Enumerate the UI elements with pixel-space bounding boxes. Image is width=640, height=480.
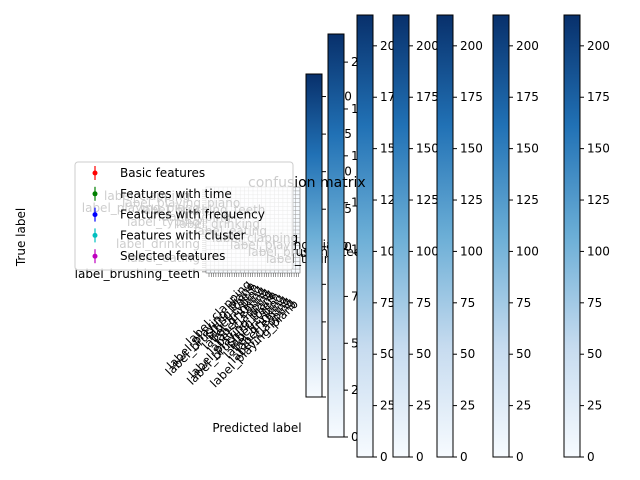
- colorbar-tick-label: 175: [587, 90, 610, 104]
- colorbar-fill: [305, 73, 323, 398]
- colorbar-tick-label: 0: [416, 450, 424, 464]
- colorbar: 0 25 50 75 100 125 150 175 200: [436, 14, 483, 464]
- legend-marker: [92, 212, 98, 218]
- legend-marker: [92, 232, 98, 238]
- colorbar-tick-label: 25: [516, 399, 531, 413]
- colorbar-tick-label: 25: [416, 399, 431, 413]
- colorbar-tick-label: 150: [416, 142, 439, 156]
- colorbar-tick-label: 200: [516, 39, 539, 53]
- colorbar-tick-label: 200: [587, 39, 610, 53]
- colorbar-fill: [492, 14, 510, 458]
- legend-label: Features with cluster: [120, 228, 246, 242]
- colorbar-tick-label: 0: [460, 450, 468, 464]
- colorbar: 0 25 50 75 100 125 150 175 200: [392, 14, 439, 464]
- colorbar-tick-label: 175: [460, 90, 483, 104]
- colorbar-tick-label: 175: [516, 90, 539, 104]
- colorbar-tick-label: 50: [380, 347, 395, 361]
- colorbar: 0 25 50 75 100 125 150 175 200: [563, 14, 610, 464]
- legend-marker: [92, 253, 98, 259]
- legend-marker: [92, 191, 98, 197]
- legend-label: Features with frequency: [120, 208, 265, 222]
- colorbar-fill: [563, 14, 581, 458]
- legend-box: [74, 161, 294, 271]
- colorbar-tick-label: 150: [587, 142, 610, 156]
- legend-label: Selected features: [120, 249, 225, 263]
- colorbar-tick-label: 75: [416, 296, 431, 310]
- colorbar-tick-label: 0: [587, 450, 595, 464]
- colorbar-tick-label: 100: [416, 244, 439, 258]
- colorbar-tick-label: 200: [460, 39, 483, 53]
- colorbar-tick-label: 50: [587, 347, 602, 361]
- colorbar-tick-label: 125: [416, 193, 439, 207]
- colorbar-fill: [436, 14, 454, 458]
- colorbar-tick-label: 25: [460, 399, 475, 413]
- colorbar-tick-label: 75: [460, 296, 475, 310]
- colorbar-tick-label: 75: [587, 296, 602, 310]
- colorbar-tick-label: 50: [516, 347, 531, 361]
- legend-marker: [92, 170, 98, 176]
- colorbar-tick-label: 50: [460, 347, 475, 361]
- colorbar-fill: [392, 14, 410, 458]
- colorbar-tick-label: 175: [416, 90, 439, 104]
- colorbar-tick-label: 150: [460, 142, 483, 156]
- legend-label: Basic features: [120, 166, 205, 180]
- colorbar-tick-label: 50: [416, 347, 431, 361]
- colorbar-tick-label: 100: [460, 244, 483, 258]
- colorbars: 0 25 50 75 100 125 150 175 200 0 25 50 75 100 125 150 17…: [305, 14, 610, 464]
- colorbar-tick-label: 25: [380, 399, 395, 413]
- colorbar-tick-label: 0: [351, 430, 359, 444]
- colorbar-tick-label: 100: [587, 244, 610, 258]
- colorbar-tick-label: 0: [380, 450, 388, 464]
- colorbar-tick-label: 125: [460, 193, 483, 207]
- colorbar-tick-label: 25: [587, 399, 602, 413]
- colorbar-tick-label: 75: [516, 296, 531, 310]
- colorbar-tick-label: 125: [516, 193, 539, 207]
- x-axis-label: Predicted label: [212, 421, 301, 435]
- colorbar-tick-label: 100: [516, 244, 539, 258]
- colorbar-tick-label: 75: [380, 296, 395, 310]
- colorbar-fill: [356, 14, 374, 458]
- colorbar: 0 25 50 75 100 125 150 175 200: [492, 14, 539, 464]
- colorbar-tick-label: 200: [416, 39, 439, 53]
- legend: Basic features Features with time Features…: [74, 161, 294, 271]
- colorbar-tick-label: 0: [516, 450, 524, 464]
- y-axis-label: True label: [14, 208, 28, 267]
- colorbar-tick-label: 150: [516, 142, 539, 156]
- legend-label: Features with time: [120, 187, 232, 201]
- colorbar-tick-label: 125: [587, 193, 610, 207]
- colorbar-fill: [327, 33, 345, 438]
